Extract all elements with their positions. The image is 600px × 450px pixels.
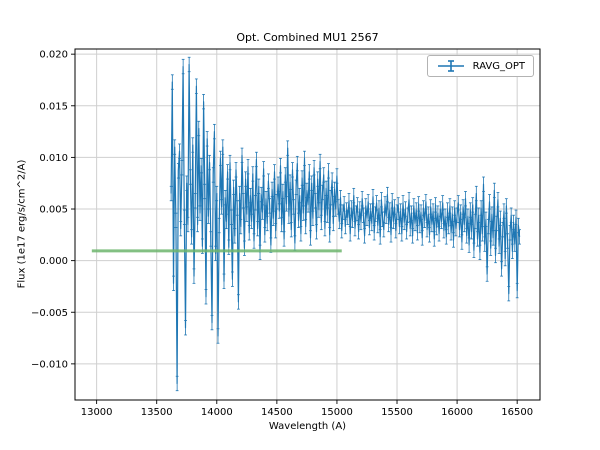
y-axis-label: Flux (1e17 erg/s/cm^2/A): [16, 159, 28, 289]
legend: RAVG_OPT: [426, 55, 534, 77]
svg-text:−0.010: −0.010: [31, 359, 68, 370]
svg-text:14500: 14500: [261, 407, 293, 418]
svg-text:16000: 16000: [441, 407, 473, 418]
legend-errorbar-marker: [437, 60, 464, 72]
svg-text:13500: 13500: [141, 407, 173, 418]
svg-text:0.000: 0.000: [39, 256, 68, 267]
svg-text:0.010: 0.010: [39, 153, 68, 164]
svg-text:14000: 14000: [201, 407, 233, 418]
legend-label: RAVG_OPT: [472, 60, 525, 72]
svg-text:0.005: 0.005: [39, 205, 68, 216]
svg-text:16500: 16500: [501, 407, 533, 418]
x-axis-label: Wavelength (A): [268, 421, 347, 432]
svg-text:15500: 15500: [381, 407, 413, 418]
svg-text:13000: 13000: [81, 407, 113, 418]
svg-text:0.015: 0.015: [39, 101, 68, 112]
chart-title: Opt. Combined MU1 2567: [236, 31, 379, 44]
svg-text:0.020: 0.020: [39, 50, 68, 61]
svg-text:15000: 15000: [321, 407, 353, 418]
svg-text:−0.005: −0.005: [31, 308, 68, 319]
